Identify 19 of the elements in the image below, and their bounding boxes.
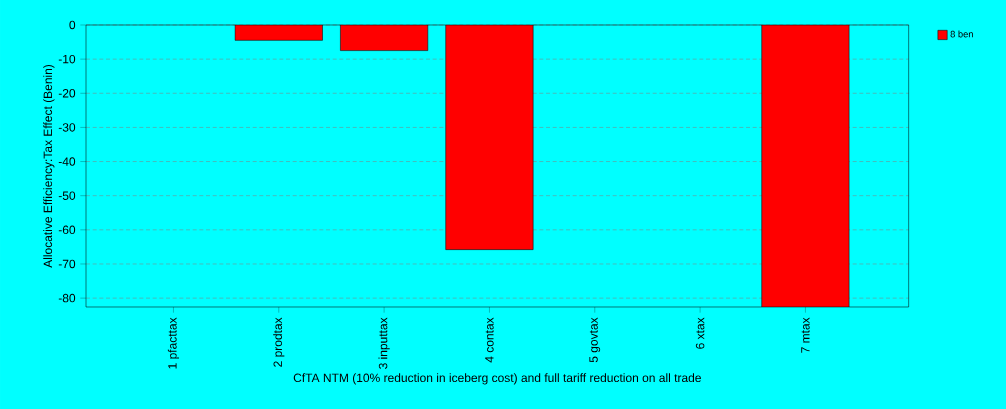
- y-tick-label: -30: [58, 123, 76, 132]
- legend-label: 8 ben: [950, 30, 973, 38]
- y-tick-label: -20: [58, 89, 76, 98]
- y-tick-label: -40: [58, 157, 76, 166]
- y-tick-label: 0: [69, 20, 76, 30]
- x-tick-label: 5 govtax: [589, 317, 601, 363]
- x-tick-label: 3 inputtax: [378, 317, 390, 369]
- y-tick-label: -80: [58, 293, 76, 303]
- y-tick-label: -50: [58, 191, 76, 200]
- x-tick-label: 7 mtax: [801, 317, 810, 353]
- x-axis-title: CfTA NTM (10% reduction in iceberg cost) and full tariff reduction on all trade: [293, 373, 701, 385]
- y-axis-title: Allocative Efficiency:Tax Effect (Benin): [43, 64, 55, 268]
- x-tick-label: 2 prodtax: [273, 317, 285, 367]
- y-tick-label: -60: [58, 225, 76, 235]
- y-tick-label: -10: [58, 54, 76, 64]
- x-tick-label: 6 xtax: [695, 317, 705, 349]
- y-tick-label: -70: [58, 259, 76, 269]
- x-tick-label: 4 contax: [485, 317, 494, 363]
- x-tick-label: 1 pfacttax: [167, 317, 180, 369]
